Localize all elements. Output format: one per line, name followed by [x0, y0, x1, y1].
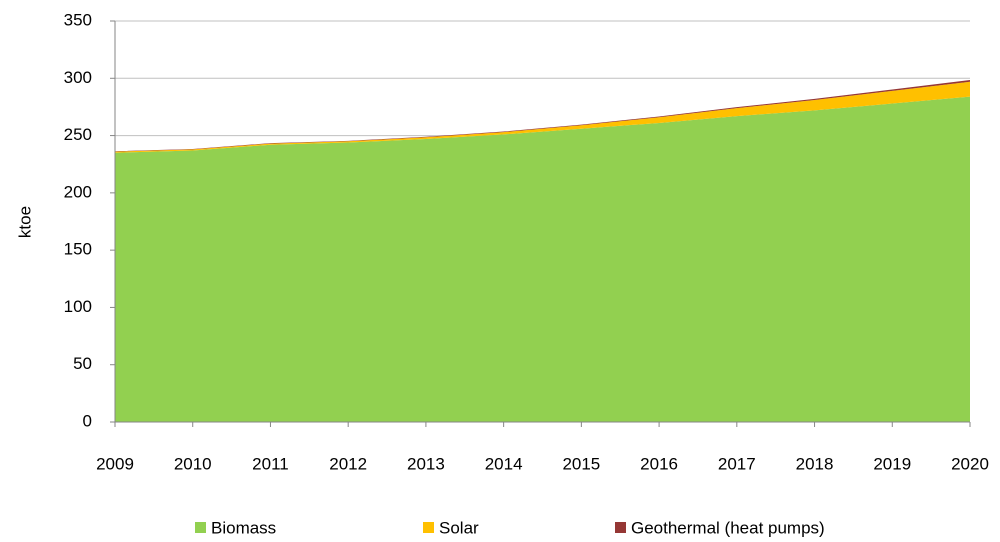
legend-item: Geothermal (heat pumps)	[615, 518, 825, 537]
legend-item: Solar	[423, 518, 479, 537]
y-tick-label: 300	[64, 68, 92, 87]
x-tick-label: 2016	[640, 454, 678, 473]
x-tick-label: 2020	[951, 454, 989, 473]
legend-item: Biomass	[195, 518, 276, 537]
legend-label: Biomass	[211, 518, 276, 537]
legend-swatch	[195, 522, 206, 533]
y-tick-label: 200	[64, 182, 92, 201]
x-tick-label: 2019	[873, 454, 911, 473]
x-tick-label: 2013	[407, 454, 445, 473]
x-tick-label: 2009	[96, 454, 134, 473]
x-tick-label: 2011	[252, 454, 289, 473]
y-tick-label: 250	[64, 125, 92, 144]
x-tick-label: 2012	[329, 454, 367, 473]
legend-label: Solar	[439, 518, 479, 537]
y-tick-label: 50	[73, 354, 92, 373]
y-tick-label: 350	[64, 10, 92, 29]
y-tick-label: 150	[64, 240, 92, 259]
x-tick-label: 2017	[718, 454, 756, 473]
area	[115, 96, 970, 423]
y-tick-label: 0	[83, 411, 92, 430]
y-axis-label: ktoe	[15, 206, 34, 238]
x-tick-label: 2010	[174, 454, 212, 473]
legend-swatch	[615, 522, 626, 533]
x-tick-label: 2014	[485, 454, 523, 473]
legend-swatch	[423, 522, 434, 533]
x-tick-label: 2018	[796, 454, 834, 473]
x-tick-label: 2015	[562, 454, 600, 473]
legend-label: Geothermal (heat pumps)	[631, 518, 825, 537]
y-tick-label: 100	[64, 297, 92, 316]
